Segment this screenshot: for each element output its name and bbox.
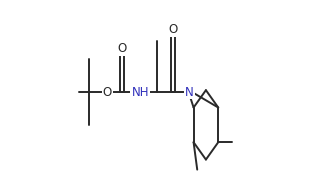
Text: NH: NH [131, 86, 149, 98]
Text: O: O [169, 23, 178, 36]
Text: O: O [117, 42, 126, 55]
Text: N: N [185, 86, 194, 98]
Text: O: O [103, 86, 112, 98]
